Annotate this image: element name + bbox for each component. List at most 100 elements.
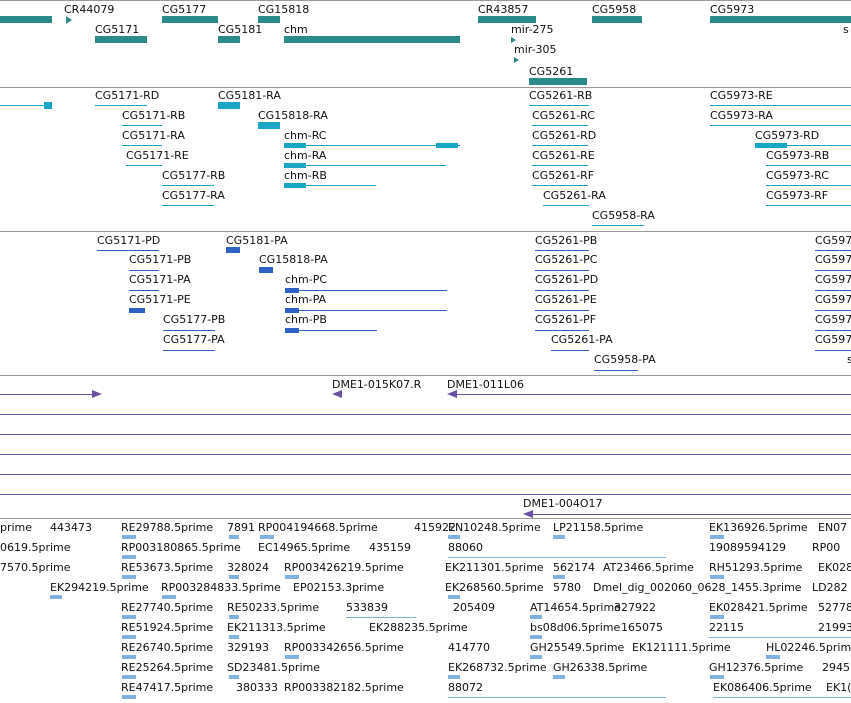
est-label[interactable]: LP21158.5prime	[553, 521, 644, 534]
est-label[interactable]: EK211313.5prime	[227, 621, 326, 634]
protein-feature[interactable]	[594, 370, 638, 371]
gene-feature[interactable]	[592, 16, 642, 23]
gene-feature[interactable]	[514, 57, 519, 63]
est-feature[interactable]	[448, 697, 666, 698]
transcript-label[interactable]: CG5177-RA	[162, 189, 225, 202]
protein-feature[interactable]	[815, 330, 851, 331]
protein-feature[interactable]	[535, 250, 589, 251]
est-label[interactable]: 2945	[822, 661, 850, 674]
est-label[interactable]: 7570.5prime	[0, 561, 71, 574]
transcript-label[interactable]: CG5261-RA	[543, 189, 606, 202]
protein-label[interactable]: CG5261-PC	[535, 253, 598, 266]
protein-feature[interactable]	[226, 247, 240, 253]
protein-feature[interactable]	[259, 267, 273, 273]
est-label[interactable]: EK288235.5prime	[369, 621, 468, 634]
transcript-feature[interactable]	[44, 102, 52, 109]
transcript-label[interactable]: CG5171-RB	[122, 109, 186, 122]
transcript-feature[interactable]	[532, 145, 588, 146]
protein-feature[interactable]	[285, 308, 299, 313]
protein-label[interactable]: CG5261-PE	[535, 293, 597, 306]
transcript-feature[interactable]	[122, 145, 162, 146]
protein-feature[interactable]	[815, 310, 851, 311]
est-label[interactable]: AT14654.5prime	[530, 601, 621, 614]
gene-feature[interactable]	[529, 78, 587, 85]
est-feature[interactable]	[122, 655, 136, 659]
est-label[interactable]: RP003382182.5prime	[284, 681, 404, 694]
est-label[interactable]: bs08d06.5prime	[530, 621, 621, 634]
clone-feature[interactable]	[457, 394, 851, 395]
est-label[interactable]: RE26740.5prime	[121, 641, 214, 654]
gene-label[interactable]: CG5973	[710, 3, 755, 16]
gene-feature[interactable]	[66, 16, 72, 24]
transcript-label[interactable]: CG5261-RB	[529, 89, 593, 102]
protein-label[interactable]: CG5261-PD	[535, 273, 599, 286]
est-feature[interactable]	[553, 675, 565, 679]
clone-feature[interactable]	[0, 434, 851, 435]
gene-feature[interactable]	[710, 16, 851, 23]
gene-label[interactable]: CG5171	[95, 23, 140, 36]
transcript-feature[interactable]	[284, 183, 306, 188]
est-feature[interactable]	[50, 595, 62, 599]
transcript-label[interactable]: CG5973-RD	[755, 129, 820, 142]
protein-label[interactable]: CG597	[815, 333, 851, 346]
est-label[interactable]: GH26338.5prime	[553, 661, 648, 674]
transcript-feature[interactable]	[284, 165, 446, 166]
est-label[interactable]: EK028	[818, 561, 851, 574]
transcript-feature[interactable]	[766, 205, 851, 206]
est-label[interactable]: 415922	[414, 521, 456, 534]
est-label[interactable]: 327922	[614, 601, 656, 614]
transcript-label[interactable]: CG5958-RA	[592, 209, 655, 222]
est-feature[interactable]	[448, 535, 460, 539]
transcript-feature[interactable]	[162, 205, 214, 206]
est-feature[interactable]	[710, 675, 724, 679]
protein-label[interactable]: CG5177-PB	[163, 313, 226, 326]
clone-feature[interactable]	[0, 474, 851, 475]
protein-label[interactable]: CG5181-PA	[226, 234, 288, 247]
est-feature[interactable]	[122, 575, 136, 579]
est-label[interactable]: 205409	[453, 601, 495, 614]
est-feature[interactable]	[122, 535, 136, 539]
gene-feature[interactable]	[0, 16, 52, 23]
transcript-label[interactable]: CG5973-RE	[710, 89, 773, 102]
protein-label[interactable]: CG597	[815, 253, 851, 266]
transcript-label[interactable]: CG5973-RF	[766, 189, 829, 202]
clone-label[interactable]: DME1-004O17	[523, 497, 603, 510]
gene-label[interactable]: s	[843, 23, 849, 36]
clone-feature[interactable]	[92, 390, 102, 398]
est-label[interactable]: LD282	[812, 581, 848, 594]
transcript-label[interactable]: CG5171-RD	[95, 89, 160, 102]
protein-feature[interactable]	[535, 290, 589, 291]
transcript-feature[interactable]	[436, 143, 458, 148]
est-label[interactable]: RP00	[812, 541, 841, 554]
est-label[interactable]: 533839	[346, 601, 388, 614]
clone-feature[interactable]	[0, 494, 851, 495]
est-label[interactable]: 435159	[369, 541, 411, 554]
protein-label[interactable]: chm-PB	[285, 313, 327, 326]
protein-feature[interactable]	[285, 310, 447, 311]
transcript-feature[interactable]	[122, 125, 162, 126]
est-label[interactable]: 19089594129	[709, 541, 786, 554]
est-label[interactable]: prime	[0, 521, 33, 534]
est-label[interactable]: EP02153.3prime	[293, 581, 385, 594]
transcript-label[interactable]: chm-RB	[284, 169, 327, 182]
est-feature[interactable]	[766, 655, 780, 659]
est-label[interactable]: RP003342656.5prime	[284, 641, 404, 654]
protein-label[interactable]: CG5171-PB	[129, 253, 192, 266]
est-label[interactable]: AT23466.5prime	[603, 561, 694, 574]
protein-feature[interactable]	[551, 350, 589, 351]
est-label[interactable]: EK268560.5prime	[445, 581, 544, 594]
est-label[interactable]: 562174	[553, 561, 595, 574]
transcript-feature[interactable]	[529, 105, 589, 106]
est-label[interactable]: Dmel_dig_002060_0628_1455.3prime	[593, 581, 802, 594]
est-feature[interactable]	[162, 595, 176, 599]
est-label[interactable]: RP004194668.5prime	[258, 521, 378, 534]
est-feature[interactable]	[530, 615, 542, 619]
est-label[interactable]: RH51293.5prime	[709, 561, 803, 574]
transcript-feature[interactable]	[126, 165, 162, 166]
protein-feature[interactable]	[815, 290, 851, 291]
gene-feature[interactable]	[95, 36, 147, 43]
transcript-label[interactable]: CG5171-RA	[122, 129, 185, 142]
est-label[interactable]: RE53673.5prime	[121, 561, 214, 574]
gene-label[interactable]: CR44079	[64, 3, 115, 16]
transcript-feature[interactable]	[284, 143, 306, 148]
